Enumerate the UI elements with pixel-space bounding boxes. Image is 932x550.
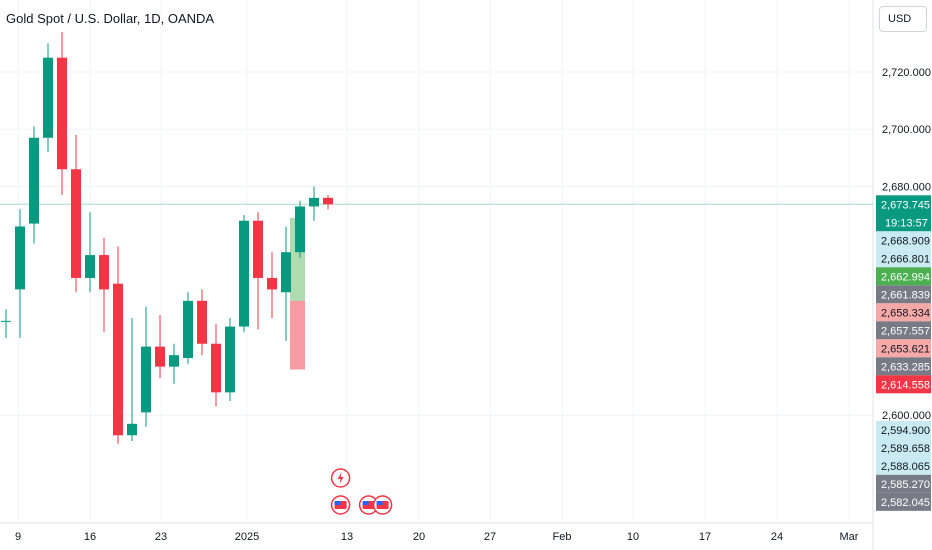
price-label: 2,662.994 [881, 271, 930, 283]
time-tick-label: 23 [155, 531, 167, 543]
time-tick-label: 24 [771, 531, 783, 543]
time-tick-label: 9 [15, 531, 21, 543]
flag-canton [376, 501, 383, 505]
candle-body [99, 255, 109, 290]
price-label-bg [876, 285, 931, 304]
candle-body [169, 355, 179, 367]
price-tick-label: 2,680.000 [882, 181, 931, 193]
time-tick-label: 10 [627, 531, 639, 543]
price-label-bg [876, 249, 931, 268]
chart-title: Gold Spot / U.S. Dollar, 1D, OANDA [6, 11, 215, 26]
price-label-bg [876, 267, 931, 286]
candle-body [281, 252, 291, 293]
candle-body [29, 137, 39, 224]
candle-body [183, 300, 193, 359]
time-tick-label: 17 [699, 531, 711, 543]
candle-body [1, 320, 11, 322]
currency-button[interactable]: USD [879, 6, 927, 32]
price-label: 2,582.045 [881, 497, 930, 509]
candle-body [211, 343, 221, 393]
candle-body [43, 57, 53, 138]
lightning-glyph [337, 472, 344, 484]
candle-body [155, 346, 165, 367]
candle-body [197, 300, 207, 344]
time-tick-label: 16 [84, 531, 96, 543]
price-tick-label: 2,700.000 [882, 124, 931, 136]
time-tick-label: Feb [553, 531, 572, 543]
price-label: 2,653.621 [881, 343, 930, 355]
price-label-bg [876, 321, 931, 340]
position-stop-zone [290, 300, 305, 370]
price-label-bg [876, 339, 931, 358]
price-label-bg [876, 438, 931, 457]
bar-countdown: 19:13:57 [885, 217, 928, 229]
candle-body [141, 346, 151, 413]
time-tick-label: 27 [484, 531, 496, 543]
price-label-bg [876, 357, 931, 376]
price-label: 2,585.270 [881, 479, 930, 491]
price-label: 2,661.839 [881, 289, 930, 301]
flag-canton [334, 501, 341, 505]
candle-body [239, 220, 249, 327]
candle-body [225, 326, 235, 393]
candle-body [309, 197, 319, 207]
price-label: 2,668.909 [881, 235, 930, 247]
price-label-bg [876, 303, 931, 322]
price-label-bg [876, 474, 931, 493]
candle-body [71, 169, 81, 278]
price-label-bg [876, 195, 931, 232]
time-tick-label: 20 [413, 531, 425, 543]
candle-body [15, 226, 25, 290]
price-label-bg [876, 231, 931, 250]
price-label-bg [876, 375, 931, 394]
price-label: 2,588.065 [881, 461, 930, 473]
candle-body [267, 277, 277, 290]
candle-body [127, 423, 137, 436]
candle-body [113, 283, 123, 436]
price-label: 2,614.558 [881, 379, 930, 391]
price-label: 2,666.801 [881, 253, 930, 265]
candle-body [323, 197, 333, 205]
flag-canton [362, 501, 369, 505]
price-tick-label: 2,720.000 [882, 67, 931, 79]
candle-body [253, 220, 263, 278]
time-tick-label: 2025 [235, 531, 259, 543]
time-tick-label: Mar [840, 531, 859, 543]
price-label: 2,658.334 [881, 307, 930, 319]
price-label: 2,594.900 [881, 425, 930, 437]
price-label-bg [876, 420, 931, 439]
candle-body [295, 206, 305, 253]
candle-body [85, 255, 95, 278]
price-label: 2,633.285 [881, 361, 930, 373]
price-label: 2,589.658 [881, 443, 930, 455]
candle-body [57, 57, 67, 170]
price-label: 2,657.557 [881, 325, 930, 337]
price-label-bg [876, 492, 931, 511]
price-label: 2,673.745 [881, 199, 930, 211]
price-label-bg [876, 456, 931, 475]
price-tick-label: 2,600.000 [882, 410, 931, 422]
time-tick-label: 13 [341, 531, 353, 543]
